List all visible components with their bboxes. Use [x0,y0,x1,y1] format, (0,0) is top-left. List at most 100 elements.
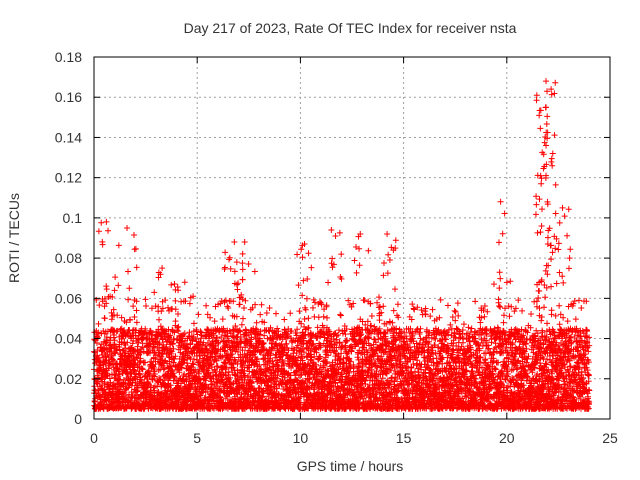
data-point [167,382,174,389]
data-point [177,384,184,391]
data-point [106,348,113,355]
data-point [164,346,171,353]
data-point [171,374,178,381]
data-point [197,328,204,335]
data-point [117,326,124,333]
data-point [241,305,248,312]
chart-title: Day 217 of 2023, Rate Of TEC Index for r… [184,20,517,36]
data-point [337,311,344,318]
data-point [409,301,416,308]
data-point [104,372,111,379]
data-point [253,319,260,326]
data-point [104,338,111,345]
data-point [418,307,425,314]
data-point [355,350,362,357]
data-point [429,306,436,313]
data-point [94,334,101,341]
data-point [155,361,162,368]
data-point [320,313,327,320]
data-point [324,314,331,321]
data-point [273,310,280,317]
data-point [125,296,132,303]
data-point [394,301,401,308]
data-point [169,340,176,347]
data-point [137,349,144,356]
data-point [335,327,342,334]
data-point [123,385,130,392]
data-point [107,360,114,367]
data-point [258,301,265,308]
data-point [111,337,118,344]
data-point [159,362,166,369]
data-point [152,303,159,310]
data-point [172,353,179,360]
data-point [158,353,165,360]
data-point [120,347,127,354]
data-point [116,371,123,378]
data-point [133,307,140,314]
data-point [436,314,443,321]
data-point [134,388,141,395]
data-point [257,311,264,318]
data-point [171,373,178,380]
data-point [96,302,103,309]
data-point [218,298,225,305]
data-point [125,384,132,391]
data-point [177,396,184,403]
data-point [108,316,115,323]
data-point [116,366,123,373]
data-point [107,379,114,386]
data-point [94,346,101,353]
data-point [142,296,149,303]
data-point [195,311,202,318]
data-points [91,78,593,412]
data-point [111,357,118,364]
data-point [294,326,301,333]
data-point [127,316,134,323]
data-point [211,318,218,325]
data-point [266,328,273,335]
data-point [368,312,375,319]
data-point [128,382,135,389]
data-point [170,359,177,366]
data-point [263,310,270,317]
data-point [131,313,138,320]
data-point [137,358,144,365]
data-point [114,347,121,354]
data-point [417,325,424,332]
data-point [127,369,134,376]
data-point [95,329,102,336]
data-point [166,375,173,382]
data-point [142,403,149,410]
data-point [176,369,183,376]
data-point [305,315,312,322]
data-point [99,375,106,382]
data-point [162,297,169,304]
data-point [301,315,308,322]
data-point [170,345,177,352]
data-point [266,304,273,311]
data-point [96,392,103,399]
data-point [152,352,159,359]
data-point [214,334,221,341]
data-point [160,366,167,373]
data-point [190,320,197,327]
data-point [101,315,108,322]
data-point [303,295,310,302]
data-point [437,296,444,303]
data-point [106,375,113,382]
data-point [126,391,133,398]
data-point [381,329,388,336]
data-point [287,310,294,317]
data-point [219,316,226,323]
data-point [151,371,158,378]
data-point [167,332,174,339]
data-point [121,389,128,396]
data-point [281,316,288,323]
data-point [142,359,149,366]
data-point [155,367,162,374]
data-point [410,305,417,312]
data-point [110,306,117,313]
data-point [142,325,149,332]
